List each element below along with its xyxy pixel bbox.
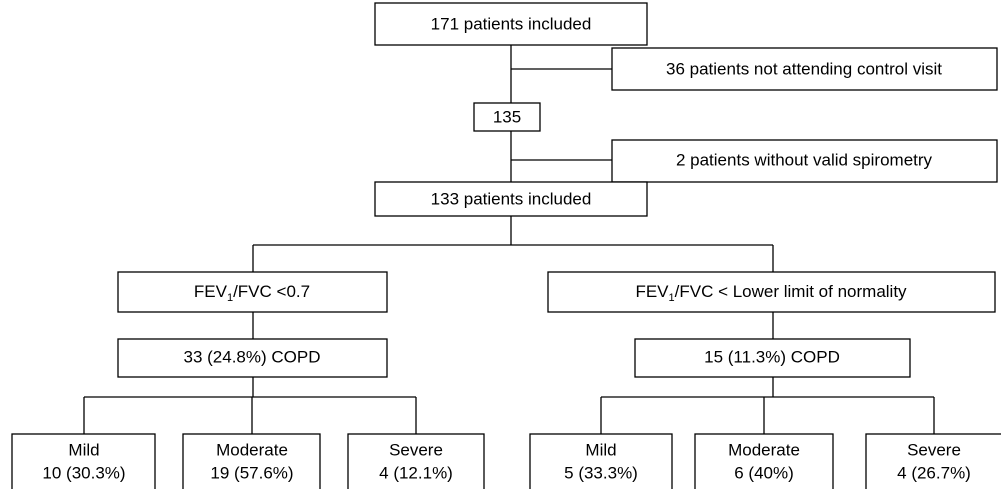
node-label: 133 patients included bbox=[431, 189, 592, 208]
box bbox=[529, 433, 673, 489]
node: 36 patients not attending control visit bbox=[611, 47, 998, 91]
box bbox=[374, 2, 648, 46]
node-detail: 10 (30.3%) bbox=[42, 463, 125, 482]
node: 33 (24.8%) COPD bbox=[117, 338, 388, 378]
label-part: /FVC < Lower limit of normality bbox=[675, 282, 907, 301]
label-subscript: 1 bbox=[669, 292, 675, 304]
box bbox=[634, 338, 911, 378]
node: FEV1/FVC < Lower limit of normality bbox=[547, 271, 996, 313]
node-detail: 4 (12.1%) bbox=[379, 463, 453, 482]
node-detail: 6 (40%) bbox=[734, 463, 794, 482]
node: Moderate 6 (40%) bbox=[694, 433, 834, 489]
node: 171 patients included bbox=[374, 2, 648, 46]
box bbox=[347, 433, 485, 489]
node: Severe 4 (26.7%) bbox=[865, 433, 1001, 489]
label-part: FEV bbox=[194, 282, 228, 301]
box bbox=[611, 47, 998, 91]
node-label: 36 patients not attending control visit bbox=[666, 59, 942, 78]
node-label: FEV1/FVC <0.7 bbox=[194, 282, 310, 303]
node-label: Severe bbox=[907, 440, 961, 459]
label-part: /FVC <0.7 bbox=[233, 282, 310, 301]
node: 15 (11.3%) COPD bbox=[634, 338, 911, 378]
box bbox=[865, 433, 1001, 489]
node-label: 171 patients included bbox=[431, 14, 592, 33]
node-label: Mild bbox=[585, 440, 616, 459]
box bbox=[182, 433, 321, 489]
node-label: 15 (11.3%) COPD bbox=[704, 347, 840, 366]
node-label: Severe bbox=[389, 440, 443, 459]
node: Mild 10 (30.3%) bbox=[11, 433, 156, 489]
node-detail: 4 (26.7%) bbox=[897, 463, 971, 482]
connectors bbox=[83, 45, 935, 434]
node-label: 135 bbox=[493, 107, 521, 126]
node-label: 33 (24.8%) COPD bbox=[184, 347, 321, 366]
node: 133 patients included bbox=[374, 181, 648, 217]
box bbox=[473, 102, 541, 132]
node-detail: 19 (57.6%) bbox=[210, 463, 293, 482]
node: 135 bbox=[473, 102, 541, 132]
node: 2 patients without valid spirometry bbox=[611, 139, 998, 183]
box bbox=[547, 271, 996, 313]
box bbox=[694, 433, 834, 489]
box bbox=[117, 338, 388, 378]
node: Severe 4 (12.1%) bbox=[347, 433, 485, 489]
node: Mild 5 (33.3%) bbox=[529, 433, 673, 489]
node-label: FEV1/FVC < Lower limit of normality bbox=[635, 282, 907, 303]
node: Moderate 19 (57.6%) bbox=[182, 433, 321, 489]
node: FEV1/FVC <0.7 bbox=[117, 271, 388, 313]
label-part: FEV bbox=[635, 282, 669, 301]
box bbox=[611, 139, 998, 183]
node-detail: 5 (33.3%) bbox=[564, 463, 638, 482]
label-subscript: 1 bbox=[227, 292, 233, 304]
box bbox=[117, 271, 388, 313]
box bbox=[11, 433, 156, 489]
node-label: 2 patients without valid spirometry bbox=[676, 150, 933, 169]
node-label: Mild bbox=[68, 440, 99, 459]
node-label: Moderate bbox=[728, 440, 800, 459]
node-label: Moderate bbox=[216, 440, 288, 459]
box bbox=[374, 181, 648, 217]
